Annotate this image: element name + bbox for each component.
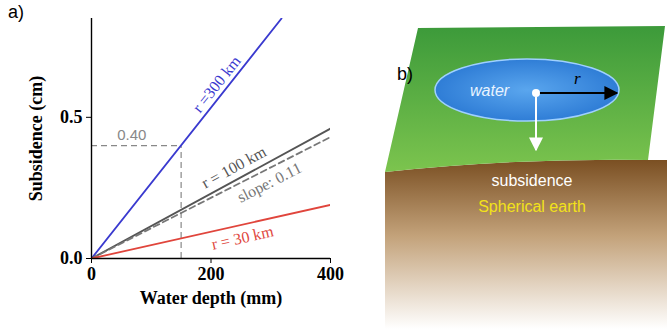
html-text:a): a) xyxy=(8,2,24,22)
svg-text:r = 100 km: r = 100 km xyxy=(198,142,269,192)
svg-text:water: water xyxy=(470,82,510,99)
svg-text:r =300 km: r =300 km xyxy=(189,52,244,115)
svg-text:b): b) xyxy=(397,64,413,84)
svg-text:0: 0 xyxy=(87,264,96,284)
svg-text:0.5: 0.5 xyxy=(60,107,83,127)
svg-text:Spherical earth: Spherical earth xyxy=(478,198,586,215)
svg-text:slope: 0.11: slope: 0.11 xyxy=(234,159,304,207)
svg-text:Water depth (mm): Water depth (mm) xyxy=(140,288,283,309)
svg-text:0.40: 0.40 xyxy=(117,126,146,143)
svg-text:0.0: 0.0 xyxy=(60,248,83,268)
svg-text:400: 400 xyxy=(317,264,344,284)
svg-text:r = 30 km: r = 30 km xyxy=(210,222,276,252)
svg-text:subsidence: subsidence xyxy=(492,172,573,189)
svg-text:r: r xyxy=(574,69,581,88)
svg-text:Subsidence (cm): Subsidence (cm) xyxy=(26,76,47,202)
svg-text:200: 200 xyxy=(198,264,225,284)
